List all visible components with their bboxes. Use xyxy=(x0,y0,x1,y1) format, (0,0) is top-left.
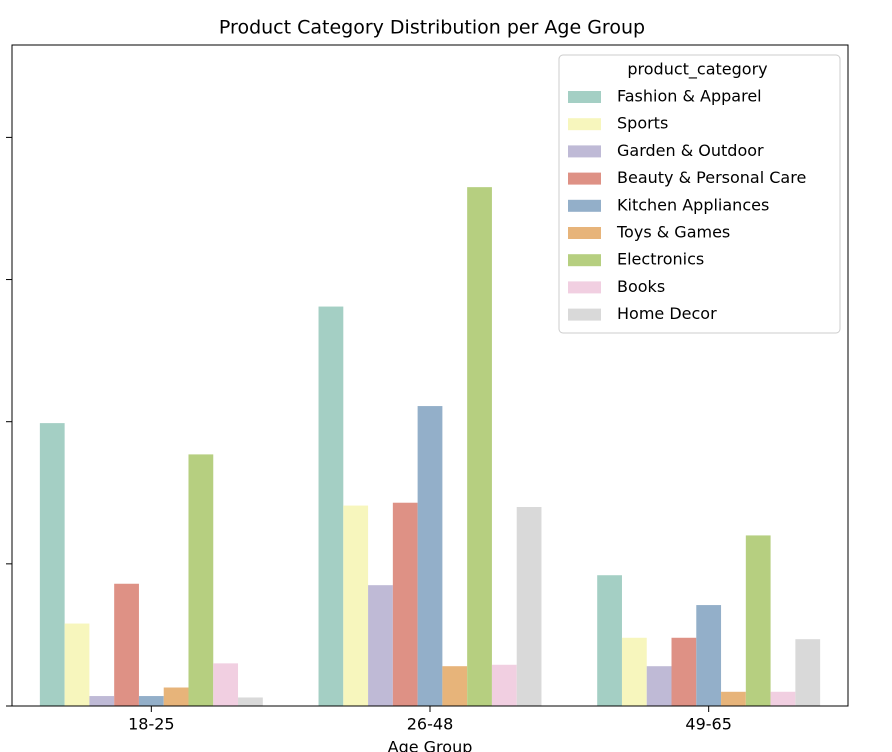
bar xyxy=(646,666,672,706)
legend-label: Electronics xyxy=(617,250,704,269)
bar xyxy=(213,663,239,706)
bar xyxy=(343,505,369,706)
legend-label: Sports xyxy=(617,114,668,133)
legend-swatch xyxy=(568,199,601,212)
x-axis-label: Age Group xyxy=(388,738,473,752)
legend-label: Books xyxy=(617,277,665,296)
legend-swatch xyxy=(568,118,601,131)
legend: product_category Fashion & Apparel Sports G… xyxy=(558,54,841,334)
legend-label: Kitchen Appliances xyxy=(617,195,769,214)
bar xyxy=(163,687,189,706)
bar xyxy=(392,502,418,706)
bar xyxy=(188,454,214,706)
bar xyxy=(770,691,796,706)
bar xyxy=(467,187,492,707)
bar xyxy=(238,697,263,706)
bar xyxy=(138,696,164,706)
bar xyxy=(368,585,393,706)
bar xyxy=(39,423,65,706)
legend-swatch xyxy=(568,172,601,185)
legend-label: Garden & Outdoor xyxy=(617,141,764,160)
legend-swatch xyxy=(568,254,601,267)
plot-frame xyxy=(11,44,849,707)
chart-title: Product Category Distribution per Age Gr… xyxy=(219,17,645,39)
bar xyxy=(745,535,771,706)
x-tick-label: 26-48 xyxy=(407,715,454,734)
bar xyxy=(696,605,722,706)
bar xyxy=(516,506,542,706)
legend-label: Beauty & Personal Care xyxy=(617,168,806,187)
legend-label: Toys & Games xyxy=(616,223,730,242)
bar xyxy=(795,639,821,706)
bar xyxy=(621,637,647,706)
legend-swatch xyxy=(568,308,601,321)
bar xyxy=(114,583,139,706)
bar xyxy=(597,575,622,706)
bar xyxy=(318,306,344,706)
bar xyxy=(64,623,90,706)
legend-label: Home Decor xyxy=(617,304,717,323)
bar xyxy=(417,406,443,706)
x-tick-label: 18-25 xyxy=(128,715,175,734)
legend-swatch xyxy=(568,227,601,239)
bar xyxy=(721,691,746,706)
bar xyxy=(671,637,697,706)
legend-swatch xyxy=(568,281,601,294)
bar xyxy=(442,666,468,706)
legend-swatch xyxy=(568,91,601,103)
bar xyxy=(491,664,517,706)
x-tick-label: 49-65 xyxy=(685,715,732,734)
legend-label: Fashion & Apparel xyxy=(617,87,762,106)
bar xyxy=(89,696,115,706)
legend-box xyxy=(558,54,841,334)
legend-swatch xyxy=(568,145,601,158)
legend-title: product_category xyxy=(627,60,767,80)
